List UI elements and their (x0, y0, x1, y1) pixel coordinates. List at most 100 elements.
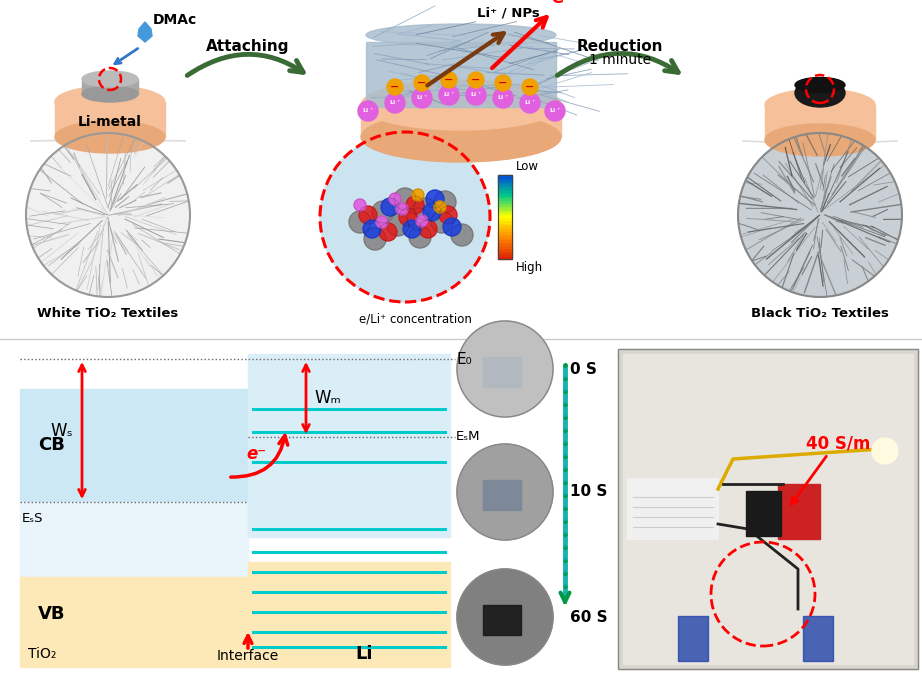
Ellipse shape (55, 121, 165, 153)
Circle shape (354, 199, 366, 211)
Text: Li$^+$: Li$^+$ (443, 91, 455, 100)
Text: Li$^+$: Li$^+$ (470, 91, 482, 100)
Ellipse shape (55, 86, 165, 118)
Bar (498, 236, 512, 240)
Bar (498, 211, 512, 214)
Text: 10 S: 10 S (570, 485, 608, 500)
Bar (628, 479, 718, 539)
Text: EₛM: EₛM (456, 431, 480, 443)
Text: Li⁺ / NPs: Li⁺ / NPs (477, 6, 539, 19)
Circle shape (431, 211, 453, 233)
Circle shape (434, 191, 456, 213)
Bar (498, 222, 512, 225)
Circle shape (372, 201, 394, 223)
Circle shape (385, 93, 405, 113)
Text: Li$^+$: Li$^+$ (361, 106, 374, 116)
Bar (778, 484, 820, 539)
FancyArrowPatch shape (230, 435, 288, 477)
Bar (498, 192, 512, 194)
Circle shape (451, 224, 473, 246)
Bar (498, 244, 512, 248)
Text: Li$^+$: Li$^+$ (497, 93, 509, 102)
Circle shape (409, 226, 431, 248)
Circle shape (320, 132, 490, 302)
Bar (765, 105, 875, 140)
Bar (498, 188, 512, 192)
Text: E₀: E₀ (456, 351, 472, 366)
Text: Li$^+$: Li$^+$ (389, 99, 401, 108)
Text: Li$^+$: Li$^+$ (549, 106, 561, 116)
Circle shape (364, 228, 386, 250)
Text: −: − (444, 75, 454, 85)
Text: CB: CB (38, 437, 65, 454)
Bar (618, 349, 918, 669)
Bar (483, 480, 521, 510)
Circle shape (419, 220, 437, 238)
Text: Wₘ: Wₘ (314, 389, 341, 407)
Circle shape (358, 101, 378, 121)
Bar (498, 175, 512, 178)
Circle shape (443, 218, 461, 236)
Bar (498, 247, 512, 250)
Text: Reduction: Reduction (577, 39, 663, 54)
Circle shape (414, 198, 436, 220)
Circle shape (441, 72, 457, 88)
Bar (20, 577, 248, 667)
Circle shape (379, 223, 397, 241)
Bar (498, 234, 512, 236)
Bar (20, 502, 248, 577)
Circle shape (872, 438, 898, 464)
Text: Black TiO₂ Textiles: Black TiO₂ Textiles (751, 307, 889, 320)
Circle shape (423, 203, 441, 221)
Circle shape (403, 220, 421, 238)
Bar (248, 354, 450, 537)
Ellipse shape (82, 86, 138, 102)
Text: −: − (526, 82, 535, 92)
Circle shape (545, 101, 565, 121)
Ellipse shape (361, 80, 561, 130)
Circle shape (426, 190, 444, 208)
Text: Wₛ: Wₛ (51, 422, 74, 439)
Bar (498, 217, 512, 220)
Text: Li$^+$: Li$^+$ (524, 99, 536, 108)
Circle shape (381, 198, 399, 216)
Bar (498, 225, 512, 228)
Circle shape (495, 75, 511, 91)
Circle shape (457, 569, 553, 665)
Circle shape (387, 79, 403, 95)
Text: White TiO₂ Textiles: White TiO₂ Textiles (38, 307, 179, 320)
Text: −: − (418, 78, 427, 88)
Circle shape (439, 85, 459, 105)
Text: Interface: Interface (217, 649, 279, 663)
Text: Attaching: Attaching (207, 39, 290, 54)
Text: 0 S: 0 S (570, 362, 597, 376)
Circle shape (457, 321, 553, 417)
Bar (498, 219, 512, 223)
Text: e⁻: e⁻ (246, 445, 266, 463)
Bar (498, 205, 512, 209)
Bar (498, 239, 512, 242)
Circle shape (396, 203, 408, 215)
Bar (498, 256, 512, 259)
Polygon shape (138, 22, 152, 42)
Circle shape (468, 72, 484, 88)
Ellipse shape (795, 77, 845, 93)
Text: VB: VB (38, 605, 65, 623)
Circle shape (522, 79, 538, 95)
Bar (623, 354, 913, 664)
Bar (248, 562, 450, 667)
Circle shape (363, 220, 381, 238)
Circle shape (520, 93, 540, 113)
Circle shape (387, 214, 409, 236)
Circle shape (376, 216, 388, 228)
Bar (483, 357, 521, 387)
Bar (498, 180, 512, 183)
Bar (483, 605, 521, 635)
Text: −: − (390, 82, 400, 92)
Bar (618, 349, 918, 669)
Bar (498, 175, 512, 259)
Text: Li-metal: Li-metal (78, 114, 142, 129)
Ellipse shape (366, 24, 556, 46)
Circle shape (439, 206, 457, 224)
Text: Li: Li (355, 645, 372, 663)
